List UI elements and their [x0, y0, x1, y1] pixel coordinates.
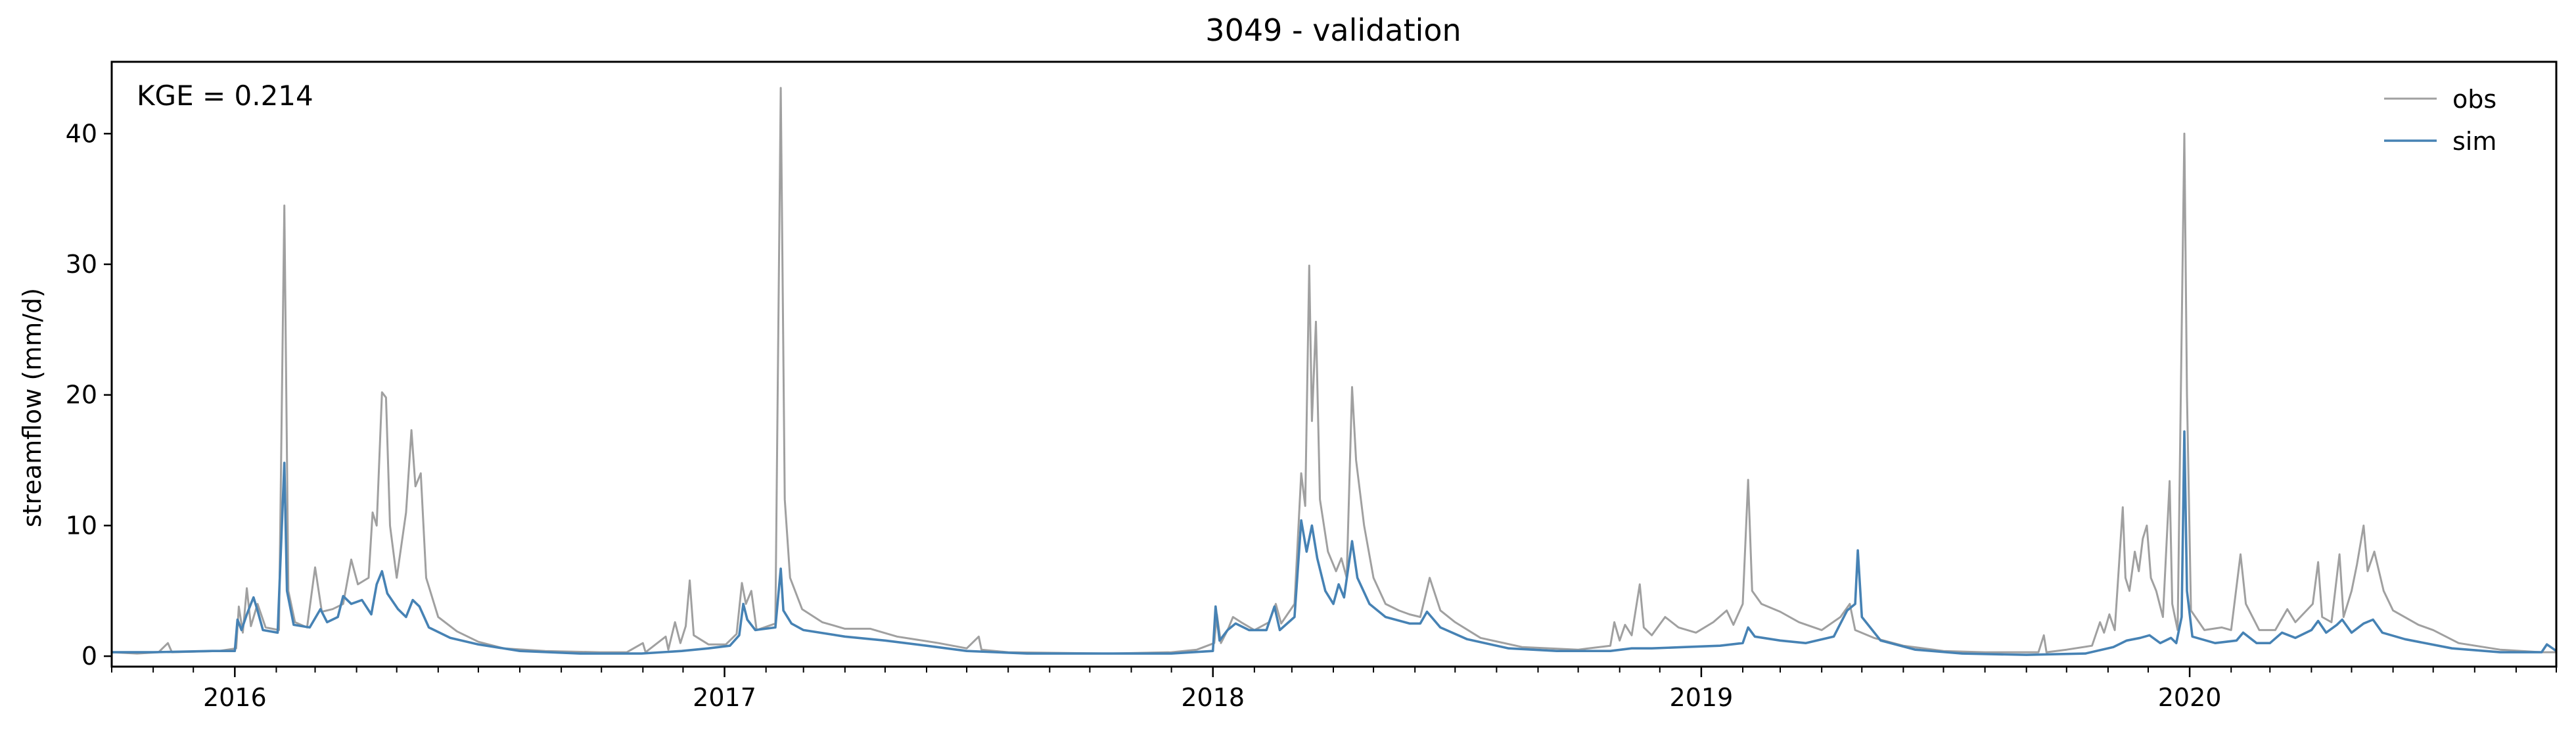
axes: 0 10 20 30 40 2016 2017 2018 2019 2020: [66, 119, 2557, 712]
plot-area: [111, 87, 2558, 656]
x-tick-label: 2017: [693, 683, 756, 712]
legend-label-sim: sim: [2452, 127, 2496, 156]
y-tick-label: 0: [81, 642, 97, 671]
series-line-obs: [111, 87, 2556, 655]
x-tick-label: 2019: [1670, 683, 1734, 712]
y-tick-label: 40: [66, 119, 97, 148]
y-tick-label: 20: [66, 381, 97, 410]
kge-annotation: KGE = 0.214: [137, 80, 313, 112]
series-line-sim: [112, 430, 2558, 656]
y-tick-label: 30: [66, 250, 97, 279]
plot-frame: [110, 60, 2558, 668]
x-tick-label: 2020: [2158, 683, 2222, 712]
x-tick-label: 2016: [203, 683, 267, 712]
y-axis-label: streamflow (mm/d): [18, 288, 47, 527]
legend: obs sim: [2384, 85, 2496, 156]
legend-label-obs: obs: [2452, 85, 2496, 114]
chart-title: 3049 - validation: [1205, 12, 1461, 48]
x-tick-label: 2018: [1181, 683, 1245, 712]
y-tick-label: 10: [66, 511, 97, 540]
